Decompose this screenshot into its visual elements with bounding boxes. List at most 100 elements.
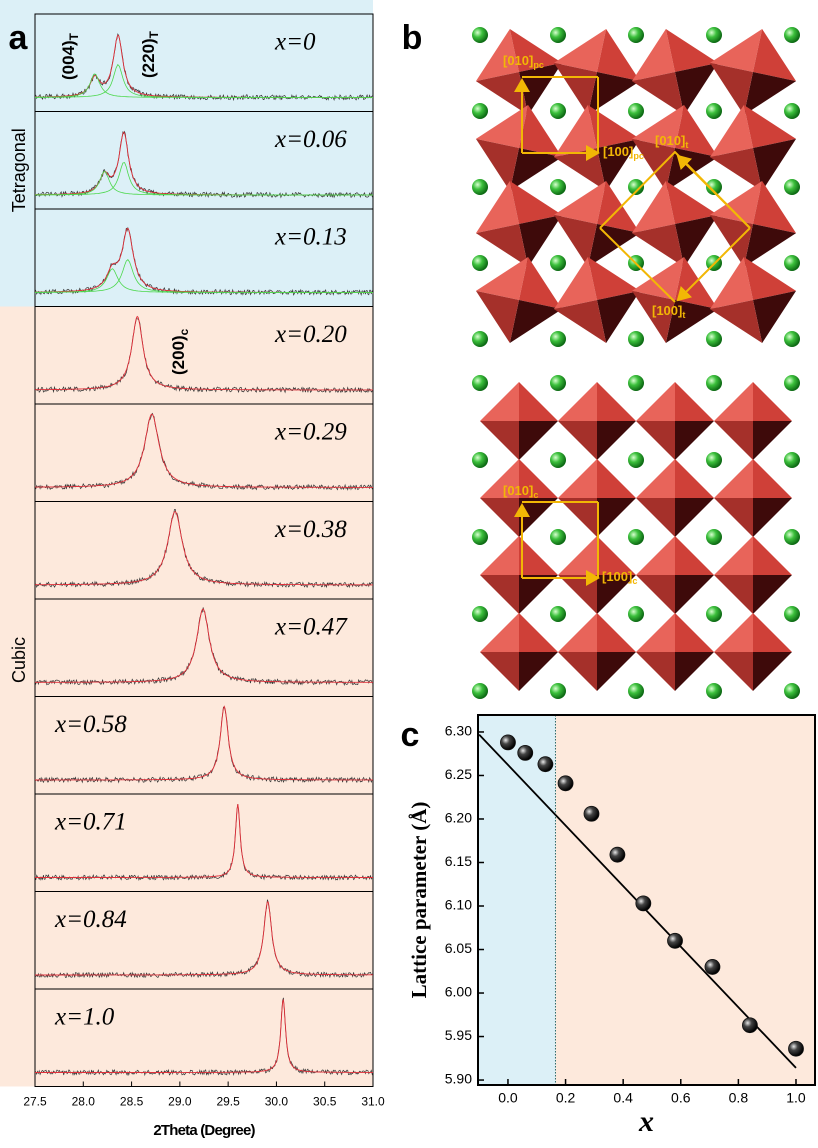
axis-label-sub: t	[685, 140, 688, 150]
data-point	[538, 757, 553, 772]
tetragonal-background	[0, 0, 373, 307]
pattern-label: x=0.29	[274, 419, 347, 446]
a-site-atom	[550, 606, 566, 622]
octahedron-face	[597, 498, 636, 537]
octahedron-face	[480, 575, 519, 614]
axis-label-sub: t	[682, 310, 685, 320]
x-tick-label: 28.5	[120, 1095, 144, 1109]
y-tick-label: 6.20	[445, 810, 472, 826]
octahedron-face	[519, 421, 558, 460]
x-axis-label: x	[638, 1105, 654, 1138]
a-site-atom	[628, 683, 644, 699]
y-tick-label: 5.90	[445, 1071, 472, 1087]
a-site-atom	[784, 179, 800, 195]
x-tick-label: 30.0	[265, 1095, 289, 1109]
a-site-atom	[706, 683, 722, 699]
y-tick-label: 5.95	[445, 1027, 472, 1043]
axis-label-sub: pc	[533, 60, 544, 70]
data-point	[558, 776, 573, 791]
a-site-atom	[628, 452, 644, 468]
y-tick-label: 6.00	[445, 984, 472, 1000]
a-site-atom	[706, 27, 722, 43]
octahedron-face	[675, 498, 714, 537]
octahedron-face	[558, 498, 597, 537]
a-site-atom	[706, 452, 722, 468]
a-site-atom	[706, 606, 722, 622]
pattern-label: x=0.58	[54, 711, 127, 738]
a-site-atom	[472, 452, 488, 468]
phase-label: Tetragonal	[9, 128, 29, 212]
panel-label: a	[9, 19, 29, 57]
panel-label: c	[401, 716, 420, 754]
data-point	[742, 1018, 757, 1033]
a-site-atom	[550, 179, 566, 195]
x-tick-label: 27.5	[23, 1095, 47, 1109]
x-tick-label: 1.0	[786, 1090, 806, 1106]
octahedron-face	[753, 498, 792, 537]
x-tick-label: 29.5	[216, 1095, 240, 1109]
a-site-atom	[628, 375, 644, 391]
a-site-atom	[550, 452, 566, 468]
y-tick-label: 6.05	[445, 940, 472, 956]
a-site-atom	[784, 529, 800, 545]
a-site-atom	[550, 529, 566, 545]
peak-annotation-main: (220)	[139, 38, 158, 78]
a-site-atom	[550, 331, 566, 347]
x-tick-label: 29.0	[168, 1095, 192, 1109]
x-tick-label: 0.8	[729, 1090, 749, 1106]
octahedron-face	[675, 575, 714, 614]
axis-label-main: [100]	[602, 569, 632, 584]
panel-b: b[010]pc[100]pc[010]t[100]t[010]c[100]c	[402, 19, 800, 699]
a-site-atom	[472, 255, 488, 271]
octahedron-face	[753, 421, 792, 460]
a-site-atom	[706, 375, 722, 391]
x-tick-label: 31.0	[361, 1095, 385, 1109]
phase-label: Cubic	[9, 637, 29, 683]
x-axis-label: 2Theta (Degree)	[153, 1122, 255, 1139]
a-site-atom	[706, 103, 722, 119]
a-site-atom	[628, 606, 644, 622]
a-site-atom	[550, 683, 566, 699]
a-site-atom	[784, 331, 800, 347]
peak-annotation: (200)c	[169, 328, 191, 375]
y-tick-label: 6.30	[445, 723, 472, 739]
x-tick-label: 0.4	[613, 1090, 633, 1106]
a-site-atom	[550, 103, 566, 119]
octahedron-face	[753, 575, 792, 614]
region	[555, 715, 815, 1085]
data-point	[668, 933, 683, 948]
a-site-atom	[784, 375, 800, 391]
peak-annotation-sub: T	[67, 32, 81, 40]
peak-annotation-main: (200)	[169, 335, 188, 375]
octahedron-face	[636, 652, 675, 691]
x-tick-label: 30.5	[313, 1095, 337, 1109]
data-point	[705, 959, 720, 974]
octahedron-face	[714, 652, 753, 691]
octahedron-face	[519, 652, 558, 691]
a-site-atom	[784, 452, 800, 468]
pattern-label: x=0.47	[274, 614, 348, 641]
a-site-atom	[784, 27, 800, 43]
data-point	[788, 1041, 803, 1056]
figure: aTetragonalCubicx=0x=0.06x=0.13x=0.20x=0…	[0, 0, 818, 1143]
pattern-label: x=0.38	[274, 516, 347, 543]
axis-label-main: [100]	[652, 303, 682, 318]
octahedron-face	[714, 575, 753, 614]
data-point	[518, 745, 533, 760]
panel-a: aTetragonalCubicx=0x=0.06x=0.13x=0.20x=0…	[0, 0, 385, 1139]
pattern-label: x=1.0	[54, 1004, 115, 1031]
x-tick-label: 0.0	[498, 1090, 518, 1106]
axis-label: [010]t	[655, 133, 688, 150]
pattern-label: x=0.06	[274, 126, 347, 153]
y-tick-label: 6.25	[445, 766, 472, 782]
a-site-atom	[628, 331, 644, 347]
octahedron-face	[714, 421, 753, 460]
octahedron-face	[519, 575, 558, 614]
a-site-atom	[706, 331, 722, 347]
a-site-atom	[784, 606, 800, 622]
octahedron-face	[597, 652, 636, 691]
pattern-label: x=0.13	[274, 224, 347, 251]
axis-label-main: [010]	[503, 483, 533, 498]
x-tick-label: 0.2	[556, 1090, 576, 1106]
panel-c: c5.905.956.006.056.106.156.206.256.300.0…	[401, 715, 815, 1138]
